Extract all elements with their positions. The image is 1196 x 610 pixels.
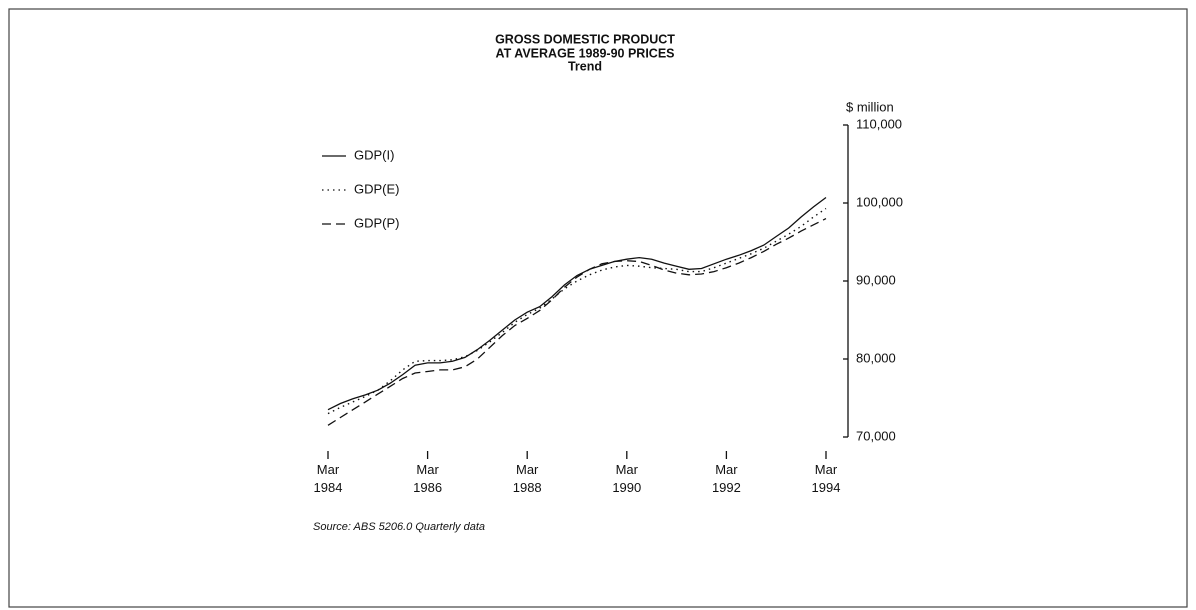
x-tick-label: Mar 1992 xyxy=(712,462,741,495)
series-line xyxy=(327,218,827,426)
series-line xyxy=(327,196,827,411)
x-tick-label: Mar 1994 xyxy=(812,462,841,495)
series-line xyxy=(327,207,827,415)
x-tick-label: Mar 1986 xyxy=(413,462,442,495)
chart-subtitle: AT AVERAGE 1989-90 PRICES xyxy=(496,46,675,60)
legend-label: GDP(I) xyxy=(354,147,394,162)
x-tick-label: Mar 1988 xyxy=(513,462,542,495)
y-tick-label: 80,000 xyxy=(856,350,896,365)
source-note: Source: ABS 5206.0 Quarterly data xyxy=(313,521,485,533)
legend-label: GDP(P) xyxy=(354,215,400,230)
chart-title: GROSS DOMESTIC PRODUCT xyxy=(495,32,675,46)
y-tick-label: 70,000 xyxy=(856,428,896,443)
y-tick-label: 90,000 xyxy=(856,272,896,287)
y-tick-label: 110,000 xyxy=(856,116,902,131)
x-tick-label: Mar 1984 xyxy=(314,462,343,495)
y-tick-label: 100,000 xyxy=(856,194,903,209)
y-axis-label: $ million xyxy=(846,99,894,114)
legend-label: GDP(E) xyxy=(354,181,400,196)
chart-subtitle: Trend xyxy=(568,59,602,73)
x-tick-label: Mar 1990 xyxy=(612,462,641,495)
frame xyxy=(8,8,1188,608)
